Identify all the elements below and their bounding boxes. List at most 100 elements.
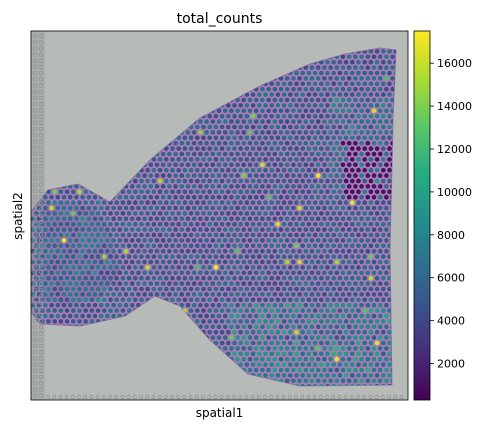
spot <box>226 351 231 357</box>
fiducial-dot <box>114 395 119 399</box>
spot <box>343 286 349 292</box>
spot <box>179 292 185 297</box>
spot <box>377 259 383 265</box>
spot <box>198 259 203 265</box>
spot <box>300 232 306 238</box>
fiducial-dot <box>32 89 38 94</box>
spot <box>309 108 315 114</box>
spot <box>381 113 386 119</box>
spot <box>303 248 309 254</box>
spot <box>315 259 321 265</box>
fiducial-dot <box>38 294 44 299</box>
spot <box>185 205 191 211</box>
spot <box>319 135 324 141</box>
spot <box>350 167 355 173</box>
spot <box>359 378 364 384</box>
spot <box>350 103 355 108</box>
spot <box>164 200 169 205</box>
spot <box>297 270 302 276</box>
fiducial-dot <box>32 58 38 63</box>
spot <box>244 124 250 130</box>
spot <box>201 200 206 205</box>
fiducial-dot <box>32 188 38 194</box>
spot <box>160 270 166 276</box>
spot <box>64 275 70 281</box>
spot <box>322 65 327 70</box>
spot <box>291 324 296 330</box>
spot <box>170 232 175 238</box>
spot <box>52 275 57 281</box>
spot <box>334 97 340 103</box>
spot <box>356 308 361 313</box>
spot <box>173 270 178 276</box>
spot <box>275 373 281 378</box>
spot <box>210 162 216 168</box>
spot <box>80 238 85 243</box>
spot <box>309 130 315 135</box>
spot <box>340 313 346 319</box>
spot <box>325 383 330 386</box>
spot <box>263 362 268 367</box>
spot <box>74 281 79 286</box>
spot <box>312 319 318 324</box>
spot <box>319 383 324 386</box>
spot <box>343 157 349 162</box>
fiducial-dot <box>32 225 38 231</box>
spot <box>356 178 361 184</box>
spot <box>185 270 191 276</box>
spot <box>235 313 240 319</box>
spot <box>260 140 265 146</box>
spot <box>365 173 371 178</box>
spot <box>105 259 110 265</box>
spot <box>102 221 107 227</box>
spot <box>353 76 358 81</box>
spot <box>362 157 368 162</box>
spot <box>198 130 203 135</box>
spot <box>331 362 337 367</box>
spot <box>241 194 247 200</box>
fiducial-dot <box>32 374 38 380</box>
fiducial-dot <box>32 238 38 243</box>
spot <box>384 313 389 319</box>
spot <box>371 119 377 124</box>
spot <box>170 243 175 249</box>
spot <box>350 189 355 195</box>
spot <box>337 92 343 97</box>
spot <box>377 140 383 146</box>
spot <box>334 270 340 276</box>
spot <box>222 335 228 340</box>
spot <box>281 308 287 313</box>
spot <box>191 151 197 157</box>
spot <box>359 356 364 362</box>
spot <box>291 86 296 92</box>
spot <box>219 286 225 292</box>
spot <box>173 140 178 146</box>
spot <box>191 130 197 135</box>
spot <box>300 329 306 335</box>
spot <box>120 189 126 195</box>
spot <box>278 335 284 340</box>
spot <box>337 308 343 313</box>
fiducial-dot <box>132 395 137 399</box>
spot <box>64 211 70 216</box>
spot <box>222 194 228 200</box>
spot <box>222 270 228 276</box>
spot <box>269 81 275 87</box>
spot <box>188 221 194 227</box>
spot <box>362 383 368 386</box>
spot <box>250 157 256 162</box>
spot <box>362 329 368 335</box>
spot <box>179 216 185 222</box>
spot <box>384 97 389 103</box>
spot <box>191 173 197 178</box>
spot <box>297 76 302 81</box>
spot <box>312 135 318 141</box>
spot <box>319 340 324 346</box>
spot <box>337 113 343 119</box>
spot <box>188 211 194 216</box>
spot <box>61 313 67 319</box>
spot <box>269 297 275 303</box>
spot <box>294 329 299 335</box>
spot <box>340 367 346 373</box>
spot <box>154 270 160 276</box>
